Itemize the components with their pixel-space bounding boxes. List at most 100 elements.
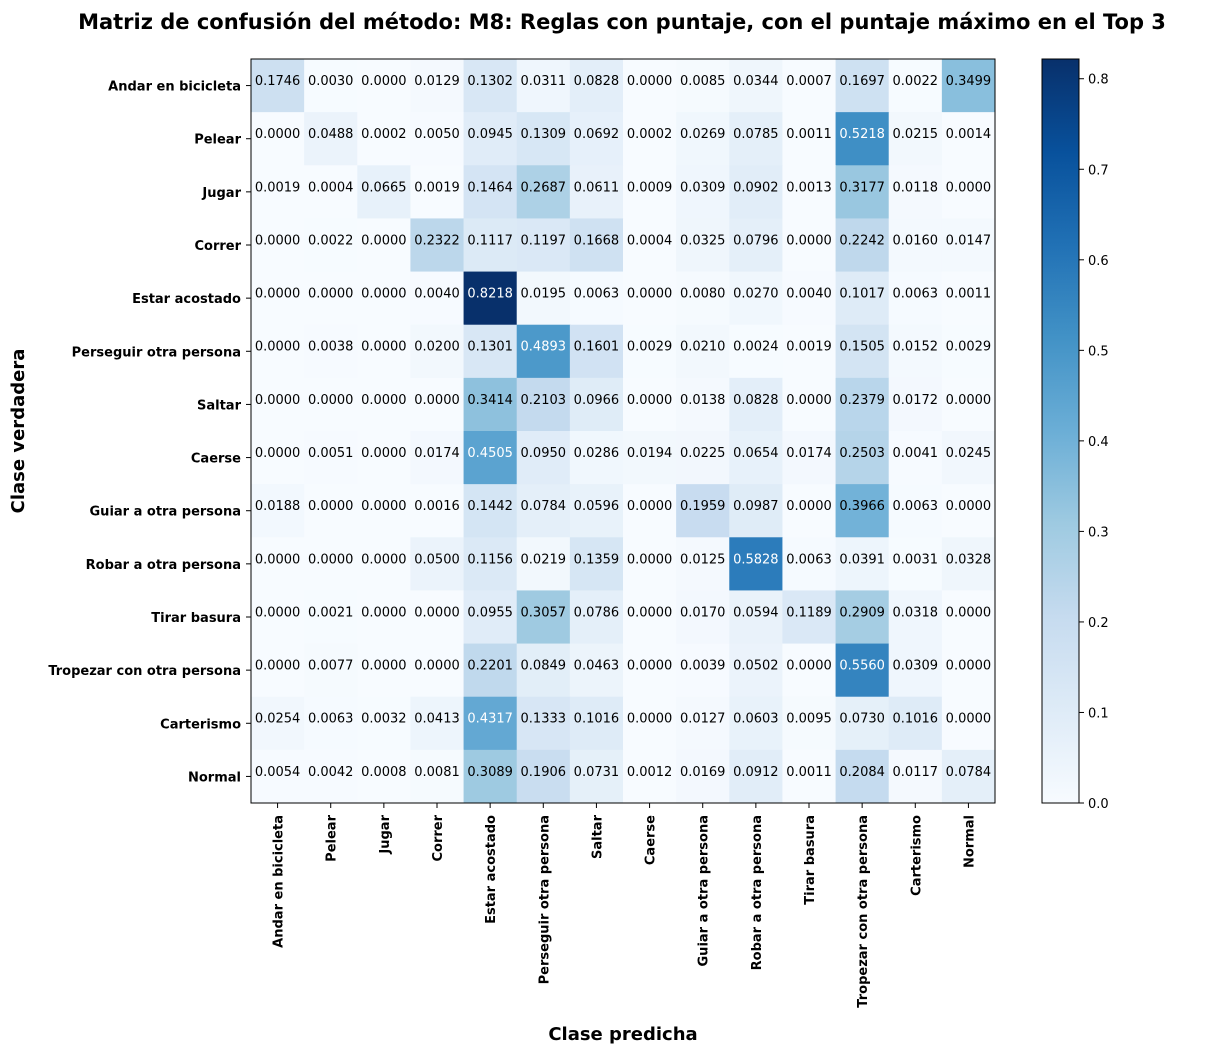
x-tick-label: Tirar basura: [803, 815, 818, 905]
heatmap-cell: [888, 643, 943, 698]
cell-value-label: 0.0731: [574, 765, 620, 780]
heatmap-cell: [251, 165, 305, 219]
heatmap-cell: [516, 112, 571, 166]
cell-value-label: 0.0042: [308, 765, 354, 780]
heatmap-cell: [835, 218, 890, 273]
heatmap-cell: [251, 431, 305, 485]
cell-value-label: 0.0019: [414, 180, 460, 195]
heatmap-cell: [357, 537, 411, 591]
heatmap-cell: [516, 590, 571, 645]
cell-value-label: 0.0041: [893, 446, 939, 461]
cell-value-label: 0.0019: [255, 180, 301, 195]
heatmap-cell: [941, 484, 996, 538]
heatmap-cell: [676, 324, 730, 379]
heatmap-cell: [676, 696, 730, 751]
heatmap-cell: [835, 112, 890, 166]
heatmap-cell: [782, 324, 837, 379]
cell-value-label: 0.1906: [521, 765, 567, 780]
cell-value-label: 0.2322: [414, 233, 460, 248]
x-tick-label: Guiar a otra persona: [697, 815, 712, 966]
cell-value-label: 0.0000: [255, 659, 301, 674]
cell-value-label: 0.0210: [680, 340, 726, 355]
cell-value-label: 0.0054: [255, 765, 301, 780]
cell-value-label: 0.1601: [574, 340, 620, 355]
cell-value-label: 0.0195: [521, 287, 567, 302]
heatmap-cell: [569, 643, 624, 698]
cell-value-label: 0.0784: [521, 499, 567, 514]
cell-value-label: 0.3499: [946, 74, 992, 89]
heatmap-cell: [676, 377, 730, 432]
cell-value-label: 0.0254: [255, 712, 301, 727]
cell-value-label: 0.0318: [893, 605, 939, 620]
cell-value-label: 0.0040: [414, 287, 460, 302]
cell-value-label: 0.0117: [893, 765, 939, 780]
heatmap-cell: [729, 59, 783, 113]
heatmap-cell: [516, 218, 571, 273]
heatmap-cell: [623, 218, 677, 273]
heatmap-cell: [835, 377, 890, 432]
colorbar-tick-label: 0.5: [1088, 344, 1109, 359]
cell-value-label: 0.0000: [786, 393, 832, 408]
heatmap-cell: [782, 59, 837, 113]
cell-value-label: 0.0488: [308, 127, 354, 142]
cell-value-label: 0.0174: [414, 446, 460, 461]
heatmap-cell: [888, 484, 943, 538]
cell-value-label: 0.0029: [627, 340, 673, 355]
cell-value-label: 0.3177: [839, 180, 885, 195]
heatmap-cell: [676, 59, 730, 113]
cell-value-label: 0.0000: [786, 499, 832, 514]
heatmap-cell: [941, 643, 996, 698]
cell-value-label: 0.0174: [786, 446, 832, 461]
chart-title: Matriz de confusión del método: M8: Regl…: [78, 10, 1166, 34]
heatmap-cell: [729, 749, 783, 804]
cell-value-label: 0.1309: [521, 127, 567, 142]
heatmap-cell: [357, 165, 411, 219]
cell-value-label: 0.0594: [733, 605, 779, 620]
heatmap-cell: [888, 324, 943, 379]
cell-value-label: 0.3414: [467, 393, 513, 408]
heatmap-cell: [569, 377, 624, 432]
heatmap-cell: [888, 431, 943, 485]
y-axis-title: Clase verdadera: [8, 349, 29, 514]
heatmap-cell: [623, 749, 677, 804]
heatmap-cell: [782, 590, 837, 645]
heatmap-cell: [729, 218, 783, 273]
cell-value-label: 0.0000: [255, 340, 301, 355]
y-tick-label: Andar en bicicleta: [108, 80, 241, 95]
cell-value-label: 0.0127: [680, 712, 726, 727]
cell-value-label: 0.1156: [467, 552, 513, 567]
heatmap-cell: [729, 643, 783, 698]
cell-value-label: 0.0000: [361, 659, 407, 674]
cell-value-label: 0.0000: [946, 499, 992, 514]
heatmap-cell: [251, 537, 305, 591]
cell-value-label: 0.0828: [733, 393, 779, 408]
heatmap-cell: [463, 431, 518, 485]
heatmap-cell: [251, 377, 305, 432]
cell-value-label: 0.0011: [786, 765, 832, 780]
heatmap-cell: [888, 377, 943, 432]
cell-value-label: 0.0945: [467, 127, 513, 142]
heatmap-cell: [516, 59, 571, 113]
colorbar-tick-label: 0.2: [1088, 616, 1109, 631]
cell-value-label: 0.0000: [255, 605, 301, 620]
cell-value-label: 0.0000: [361, 605, 407, 620]
cell-value-label: 0.0170: [680, 605, 726, 620]
colorbar-tick-label: 0.7: [1088, 163, 1109, 178]
cell-value-label: 0.0286: [574, 446, 620, 461]
heatmap-cell: [304, 590, 358, 645]
colorbar-tick-label: 0.0: [1088, 797, 1109, 812]
cell-value-label: 0.0000: [361, 499, 407, 514]
cell-value-label: 0.0000: [946, 393, 992, 408]
heatmap-cell: [251, 112, 305, 166]
y-tick-label: Robar a otra persona: [86, 558, 241, 573]
heatmap-cell: [835, 696, 890, 751]
cell-value-label: 0.4317: [467, 712, 513, 727]
heatmap-cell: [782, 377, 837, 432]
x-tick-label: Saltar: [590, 814, 605, 859]
cell-value-label: 0.0011: [786, 127, 832, 142]
cell-value-label: 0.0500: [414, 552, 460, 567]
cell-value-label: 0.0002: [627, 127, 673, 142]
cell-value-label: 0.0966: [574, 393, 620, 408]
cell-value-label: 0.0665: [361, 180, 407, 195]
heatmap-cell: [357, 218, 411, 273]
